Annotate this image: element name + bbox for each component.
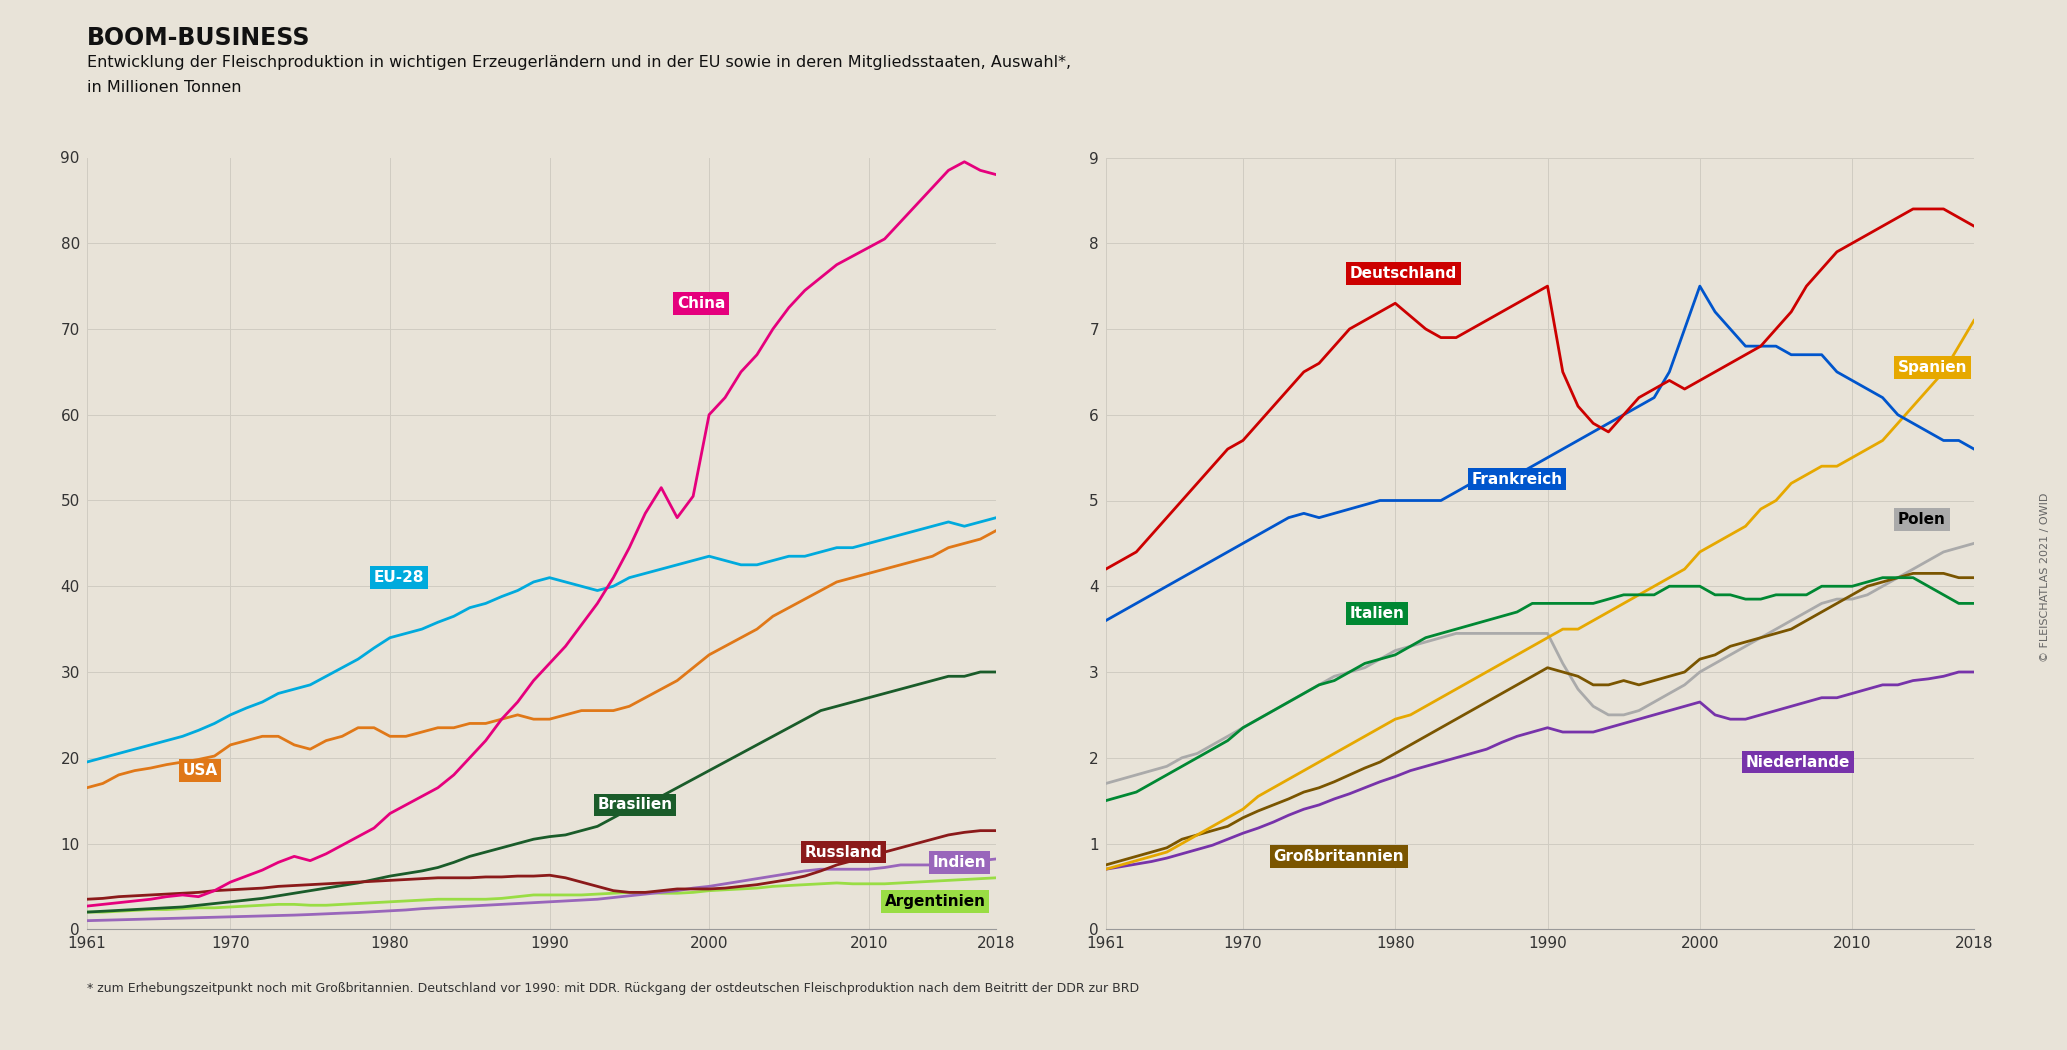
Text: Argentinien: Argentinien xyxy=(885,895,986,909)
Text: Brasilien: Brasilien xyxy=(597,797,672,813)
Text: * zum Erhebungszeitpunkt noch mit Großbritannien. Deutschland vor 1990: mit DDR.: * zum Erhebungszeitpunkt noch mit Großbr… xyxy=(87,982,1139,994)
Text: BOOM-BUSINESS: BOOM-BUSINESS xyxy=(87,26,310,50)
Text: Frankreich: Frankreich xyxy=(1472,471,1563,486)
Text: EU-28: EU-28 xyxy=(374,570,424,585)
Text: USA: USA xyxy=(182,763,217,778)
Text: China: China xyxy=(678,296,726,311)
Text: Großbritannien: Großbritannien xyxy=(1273,848,1403,864)
Text: in Millionen Tonnen: in Millionen Tonnen xyxy=(87,80,242,94)
Text: Niederlande: Niederlande xyxy=(1745,755,1850,770)
Text: Deutschland: Deutschland xyxy=(1350,266,1457,280)
Text: Indien: Indien xyxy=(932,855,986,869)
Text: Entwicklung der Fleischproduktion in wichtigen Erzeugerländern und in der EU sow: Entwicklung der Fleischproduktion in wic… xyxy=(87,55,1071,69)
Text: Spanien: Spanien xyxy=(1898,360,1968,375)
Text: Russland: Russland xyxy=(804,844,883,860)
Text: Polen: Polen xyxy=(1898,511,1945,527)
Text: Italien: Italien xyxy=(1350,606,1403,622)
Text: © FLEISCHATLAS 2021 / OWID: © FLEISCHATLAS 2021 / OWID xyxy=(2040,492,2050,663)
